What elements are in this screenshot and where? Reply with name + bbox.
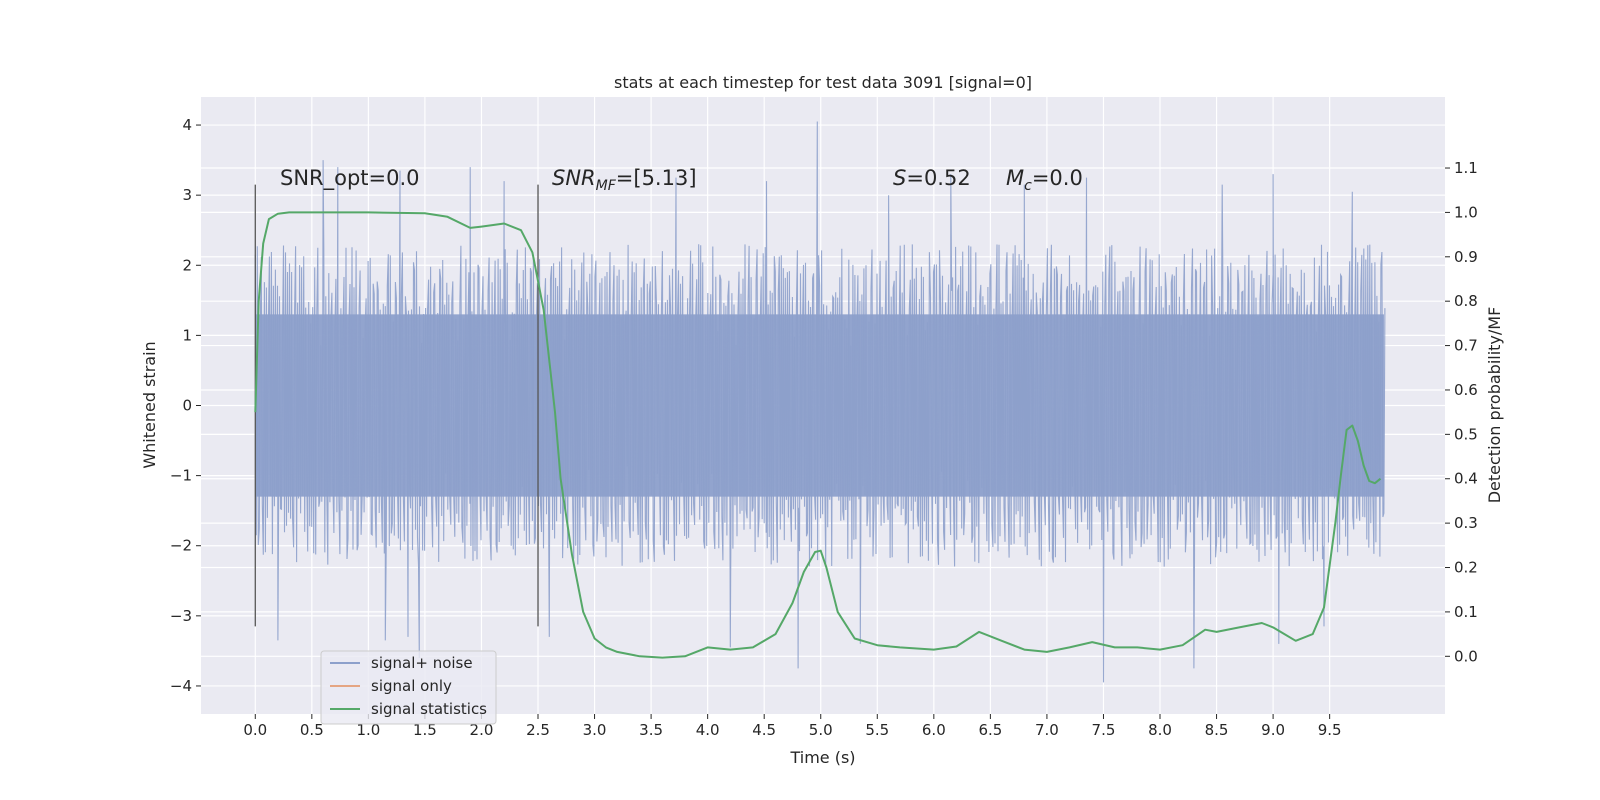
x-tick-label: 8.5 [1205, 721, 1229, 739]
x-tick-label: 3.5 [639, 721, 663, 739]
annotation-snr-mf-sub: MF [596, 178, 617, 194]
x-tick-label: 0.5 [300, 721, 324, 739]
series-signal-statistics [254, 211, 1382, 659]
y-right-tick-label: 0.0 [1454, 647, 1478, 665]
noise-trace [254, 121, 1386, 683]
x-tick-label: 8.0 [1148, 721, 1172, 739]
x-tick-label: 5.0 [809, 721, 833, 739]
statistics-line [254, 211, 1382, 659]
y-tick-label: 2 [182, 256, 192, 274]
annotation-snr-mf-value: =[5.13] [616, 166, 697, 190]
y-tick-label: −1 [170, 467, 192, 485]
y-right-tick-label: 0.8 [1454, 292, 1478, 310]
y-tick-label: 1 [182, 326, 192, 344]
y-right-tick-label: 0.7 [1454, 337, 1478, 355]
x-tick-label: 2.0 [470, 721, 494, 739]
x-tick-label: 2.5 [526, 721, 550, 739]
chart-title: stats at each timestep for test data 309… [614, 73, 1032, 92]
y-tick-label: −2 [170, 537, 192, 555]
x-tick-label: 7.5 [1092, 721, 1116, 739]
y-right-tick-label: 0.9 [1454, 248, 1478, 266]
x-tick-label: 4.0 [696, 721, 720, 739]
legend-label-signal-statistics: signal statistics [371, 700, 487, 718]
x-tick-label: 5.5 [865, 721, 889, 739]
annotation-snr-opt: SNR_opt=0.0 [280, 166, 420, 191]
y-right-tick-label: 0.6 [1454, 381, 1478, 399]
annotation-mc: Mc=0.0 [1006, 166, 1083, 194]
legend: signal+ noise signal only signal statist… [320, 650, 497, 725]
x-tick-label: 4.5 [752, 721, 776, 739]
legend-label-signal-only: signal only [371, 677, 452, 695]
y-tick-label: 3 [182, 186, 192, 204]
y-right-tick-label: 0.4 [1454, 470, 1478, 488]
x-tick-label: 9.5 [1318, 721, 1342, 739]
y-tick-label: −3 [170, 607, 192, 625]
legend-box [320, 650, 497, 725]
y-right-tick-label: 0.2 [1454, 559, 1478, 577]
x-tick-label: 1.0 [356, 721, 380, 739]
x-tick-label: 9.0 [1261, 721, 1285, 739]
annotation-mc-sub: c [1024, 178, 1032, 194]
y-right-tick-label: 1.0 [1454, 203, 1478, 221]
annotation-snr-mf-prefix: SNR [552, 166, 596, 190]
x-tick-label: 1.5 [413, 721, 437, 739]
x-tick-label: 3.0 [583, 721, 607, 739]
y-tick-label: 4 [182, 116, 192, 134]
annotation-mc-value: =0.0 [1032, 166, 1083, 190]
tick-labels: 0.0 0.5 1.0 1.5 2.0 2.5 3.0 3.5 4.0 4.5 5.0 5.5 6.0 6… [170, 116, 1478, 739]
x-tick-label: 7.0 [1035, 721, 1059, 739]
x-tick-label: 6.0 [922, 721, 946, 739]
x-axis-label: Time (s) [789, 748, 855, 767]
y-right-tick-label: 0.1 [1454, 603, 1478, 621]
legend-label-signal-noise: signal+ noise [371, 654, 473, 672]
x-tick-label: 6.5 [978, 721, 1002, 739]
x-tick-label: 0.0 [243, 721, 267, 739]
y-tick-label: −4 [170, 677, 192, 695]
y-axis-label: Whitened strain [140, 341, 159, 468]
y-right-tick-label: 1.1 [1454, 159, 1478, 177]
annotation-s: S=0.52 [893, 166, 971, 190]
annotation-mc-prefix: M [1006, 166, 1024, 190]
y-right-tick-label: 0.3 [1454, 514, 1478, 532]
annotation-s-value: =0.52 [906, 166, 970, 190]
annotation-snr-mf: SNRMF=[5.13] [552, 166, 697, 194]
series-signal-noise [254, 121, 1386, 683]
y-tick-label: 0 [182, 397, 192, 415]
annotation-s-prefix: S [893, 166, 906, 190]
y-right-axis-label: Detection probability/MF [1485, 307, 1504, 504]
y-right-tick-label: 0.5 [1454, 425, 1478, 443]
